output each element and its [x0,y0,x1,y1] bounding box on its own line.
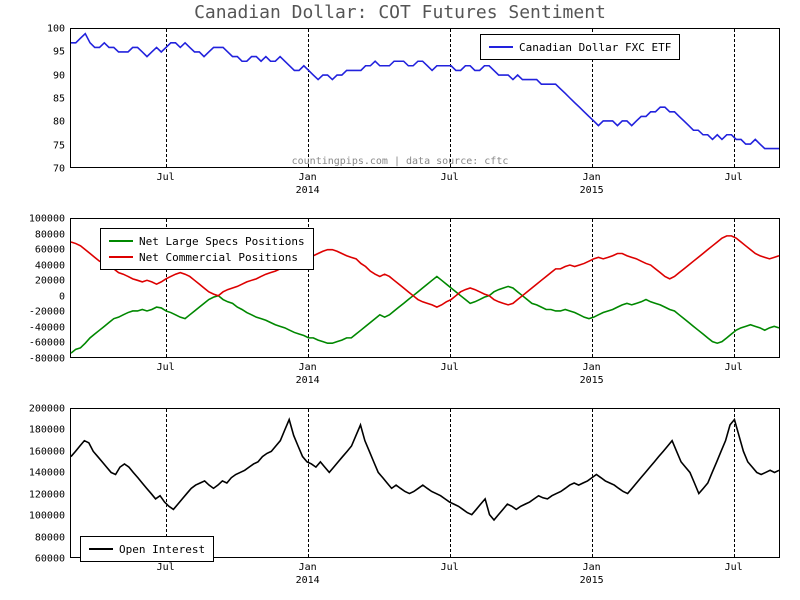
legend-swatch [109,240,133,242]
x-tick-label: Jul [441,357,459,374]
y-tick-label: 120000 [29,489,71,500]
x-tick-label: Jul [157,357,175,374]
x-tick-label: Jan2015 [580,357,604,387]
y-tick-label: 100000 [29,511,71,522]
x-tick-label: Jul [157,167,175,184]
legend-row: Net Commercial Positions [109,249,305,265]
y-tick-label: 180000 [29,425,71,436]
legend: Net Large Specs Positions Net Commercial … [100,228,314,270]
y-tick-label: -60000 [29,338,71,349]
legend-label: Open Interest [119,543,205,556]
x-tick-label: Jul [441,557,459,574]
y-tick-label: 90 [53,70,71,81]
x-tick-label: Jul [725,557,743,574]
y-tick-label: 70 [53,164,71,175]
y-tick-label: 40000 [35,260,71,271]
y-tick-label: 60000 [35,245,71,256]
legend-swatch [489,46,513,48]
chart-title: Canadian Dollar: COT Futures Sentiment [0,2,800,23]
y-tick-label: -40000 [29,322,71,333]
x-tick-label: Jul [725,357,743,374]
x-tick-label: Jan2015 [580,167,604,197]
watermark-text: countingpips.com | data source: cftc [292,156,509,167]
legend-row: Net Large Specs Positions [109,233,305,249]
y-tick-label: 80 [53,117,71,128]
legend-label: Canadian Dollar FXC ETF [519,41,671,54]
legend-row: Canadian Dollar FXC ETF [489,39,671,55]
y-tick-label: 75 [53,140,71,151]
x-tick-label: Jan2014 [296,167,320,197]
plot-svg [71,409,779,557]
y-tick-label: 140000 [29,468,71,479]
x-tick-label: Jan2014 [296,357,320,387]
y-tick-label: -80000 [29,354,71,365]
x-tick-label: Jul [725,167,743,184]
x-tick-label: Jan2015 [580,557,604,587]
y-tick-label: 100000 [29,214,71,225]
y-tick-label: 95 [53,47,71,58]
y-tick-label: -20000 [29,307,71,318]
series-line [71,276,779,353]
y-tick-label: 0 [59,291,71,302]
legend-row: Open Interest [89,541,205,557]
legend-label: Net Commercial Positions [139,251,298,264]
y-tick-label: 60000 [35,554,71,565]
y-tick-label: 20000 [35,276,71,287]
series-line [71,420,779,520]
y-tick-label: 200000 [29,404,71,415]
y-tick-label: 100 [47,24,71,35]
legend-label: Net Large Specs Positions [139,235,305,248]
legend-swatch [89,548,113,550]
y-tick-label: 80000 [35,229,71,240]
x-tick-label: Jul [441,167,459,184]
y-tick-label: 80000 [35,532,71,543]
y-tick-label: 160000 [29,446,71,457]
legend-swatch [109,256,133,258]
y-tick-label: 85 [53,94,71,105]
legend: Open Interest [80,536,214,562]
legend: Canadian Dollar FXC ETF [480,34,680,60]
x-tick-label: Jan2014 [296,557,320,587]
